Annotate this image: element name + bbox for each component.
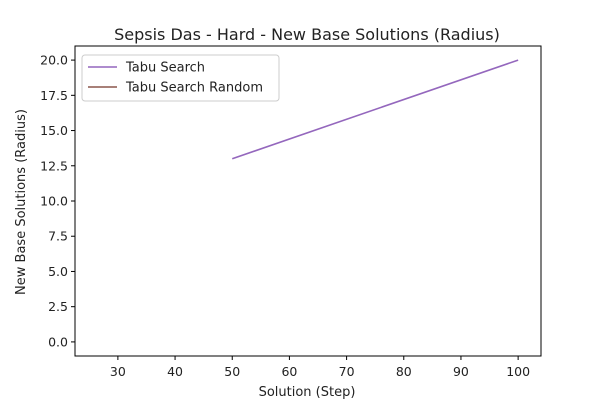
x-tick-label: 90 [453, 364, 469, 379]
y-tick-label: 7.5 [48, 229, 68, 244]
y-tick-label: 0.0 [48, 334, 68, 349]
x-tick-label: 100 [506, 364, 530, 379]
y-tick-label: 15.0 [40, 123, 68, 138]
y-axis-ticks: 0.0 2.5 5.0 7.5 10.0 12.5 15.0 17.5 20.0 [40, 53, 75, 349]
legend-items: Tabu Search Tabu Search Random [88, 61, 263, 96]
y-tick-label: 5.0 [48, 264, 68, 279]
x-tick-label: 60 [281, 364, 297, 379]
y-tick-label: 2.5 [48, 299, 68, 314]
y-tick-label: 20.0 [40, 53, 68, 68]
y-tick-label: 12.5 [40, 158, 68, 173]
x-tick-label: 50 [224, 364, 240, 379]
y-tick-label: 17.5 [40, 88, 68, 103]
legend-box [81, 54, 280, 102]
series-line-tabu-search [231, 59, 519, 160]
legend: Tabu Search Tabu Search Random [81, 54, 280, 102]
series-layer [231, 59, 519, 160]
x-tick-label: 40 [167, 364, 183, 379]
y-tick-label: 10.0 [40, 194, 68, 209]
x-tick-label: 80 [396, 364, 412, 379]
x-tick-label: 30 [110, 364, 126, 379]
x-tick-label: 70 [339, 364, 355, 379]
x-axis-ticks: 30 40 50 60 70 80 90 100 [110, 356, 530, 379]
chart-title: Sepsis Das - Hard - New Base Solutions (… [114, 25, 500, 44]
legend-label: Tabu Search [125, 61, 205, 76]
x-axis-label: Solution (Step) [259, 385, 356, 400]
y-axis-label: New Base Solutions (Radius) [14, 109, 29, 295]
legend-label: Tabu Search Random [125, 81, 263, 96]
